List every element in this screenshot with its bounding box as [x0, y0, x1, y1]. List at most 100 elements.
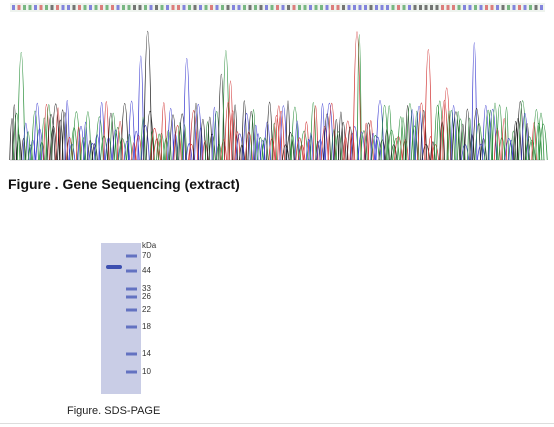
sequence-base: [50, 5, 54, 10]
sequence-base: [353, 5, 356, 10]
trace-peak: [118, 138, 127, 161]
trace-peak: [217, 73, 225, 161]
sequence-base: [518, 5, 521, 10]
trace-peak: [220, 139, 227, 161]
trace-peak: [447, 109, 456, 161]
sequence-base: [463, 5, 466, 10]
trace-peak: [181, 124, 188, 161]
marker-label: 14: [142, 349, 151, 358]
trace-peak: [33, 103, 41, 161]
trace-peak: [268, 138, 276, 161]
sequence-base: [369, 5, 373, 10]
trace-peak: [346, 126, 354, 161]
trace-peak: [303, 121, 310, 161]
caption: Figure. SDS-PAGE: [67, 405, 161, 417]
marker-label: 26: [142, 292, 151, 301]
trace-peak: [410, 125, 419, 161]
trace-peak: [27, 144, 33, 161]
trace-peak: [192, 103, 200, 161]
ladder-band: [126, 295, 137, 299]
trace-peak: [255, 133, 261, 161]
trace-peak: [435, 100, 444, 161]
trace-peak: [350, 126, 359, 161]
trace-peak: [524, 123, 530, 161]
unit-label: kDa: [142, 241, 157, 250]
sequence-base: [204, 5, 208, 10]
sequence-base: [380, 5, 384, 10]
trace-peak: [242, 112, 251, 161]
sequence-base: [61, 5, 65, 10]
sequence-base: [34, 5, 37, 10]
ladder-band: [126, 325, 137, 329]
sequence-base: [111, 5, 114, 10]
trace-peak: [471, 42, 478, 161]
trace-peak: [484, 109, 492, 161]
trace-peak: [363, 122, 369, 161]
trace-peak: [310, 102, 317, 161]
sequence-base: [72, 5, 76, 10]
sequence-base: [375, 5, 378, 10]
marker-label: 10: [142, 367, 151, 376]
sequence-base: [28, 5, 32, 10]
trace-peak: [487, 109, 494, 161]
sequence-base: [177, 5, 180, 10]
trace-peak: [141, 125, 150, 161]
sequence-base: [419, 5, 422, 10]
trace-peak: [143, 31, 153, 161]
sequence-base: [188, 5, 191, 10]
ladder-band: [126, 370, 137, 374]
trace-peak: [514, 118, 522, 161]
trace-peak: [199, 119, 206, 161]
trace-peak: [417, 102, 426, 161]
sequence-base: [138, 5, 142, 10]
trace-peak: [400, 117, 406, 161]
sequence-base: [122, 5, 125, 10]
trace-peak: [501, 118, 508, 161]
sequence-base: [193, 5, 197, 10]
trace-peak: [206, 116, 213, 161]
trace-peak: [327, 103, 336, 161]
trace-peak: [232, 104, 238, 161]
sequence-base: [474, 5, 477, 10]
sequence-base: [342, 5, 345, 10]
sequence-base: [441, 5, 444, 10]
trace-peak: [227, 80, 234, 161]
sequence-base: [320, 5, 323, 10]
trace-peak: [167, 107, 175, 161]
marker-label: 22: [142, 305, 151, 314]
trace-peak: [25, 131, 31, 161]
sequence-base: [254, 5, 257, 10]
trace-peak: [64, 100, 70, 161]
marker-label: 70: [142, 251, 151, 260]
sequence-base: [281, 5, 285, 10]
marker-label: 44: [142, 266, 151, 275]
sequence-base: [39, 5, 43, 10]
trace-peak: [83, 121, 89, 161]
sequence-base: [402, 5, 406, 10]
sequence-base: [237, 5, 241, 10]
trace-peak: [508, 139, 514, 161]
trace-peak: [35, 128, 44, 161]
marker-label: 33: [142, 284, 151, 293]
trace-peak: [323, 113, 331, 161]
trace-peak: [17, 52, 26, 161]
trace-peak: [75, 126, 82, 161]
ladder-band: [126, 287, 137, 291]
sequence-base: [12, 5, 15, 10]
trace-peak: [84, 111, 92, 161]
trace-peak: [272, 115, 281, 161]
trace-peak: [405, 105, 411, 161]
ladder-band: [126, 269, 137, 273]
sequence-base: [479, 5, 483, 10]
sample-band: [106, 265, 122, 269]
sequence-base: [83, 5, 87, 10]
trace-peak: [91, 143, 98, 161]
sequence-base: [457, 5, 461, 10]
trace-peak: [145, 110, 155, 161]
sequence-base: [303, 5, 307, 10]
trace-peak: [222, 50, 230, 161]
sequence-base: [287, 5, 290, 10]
sequence-base: [496, 5, 499, 10]
